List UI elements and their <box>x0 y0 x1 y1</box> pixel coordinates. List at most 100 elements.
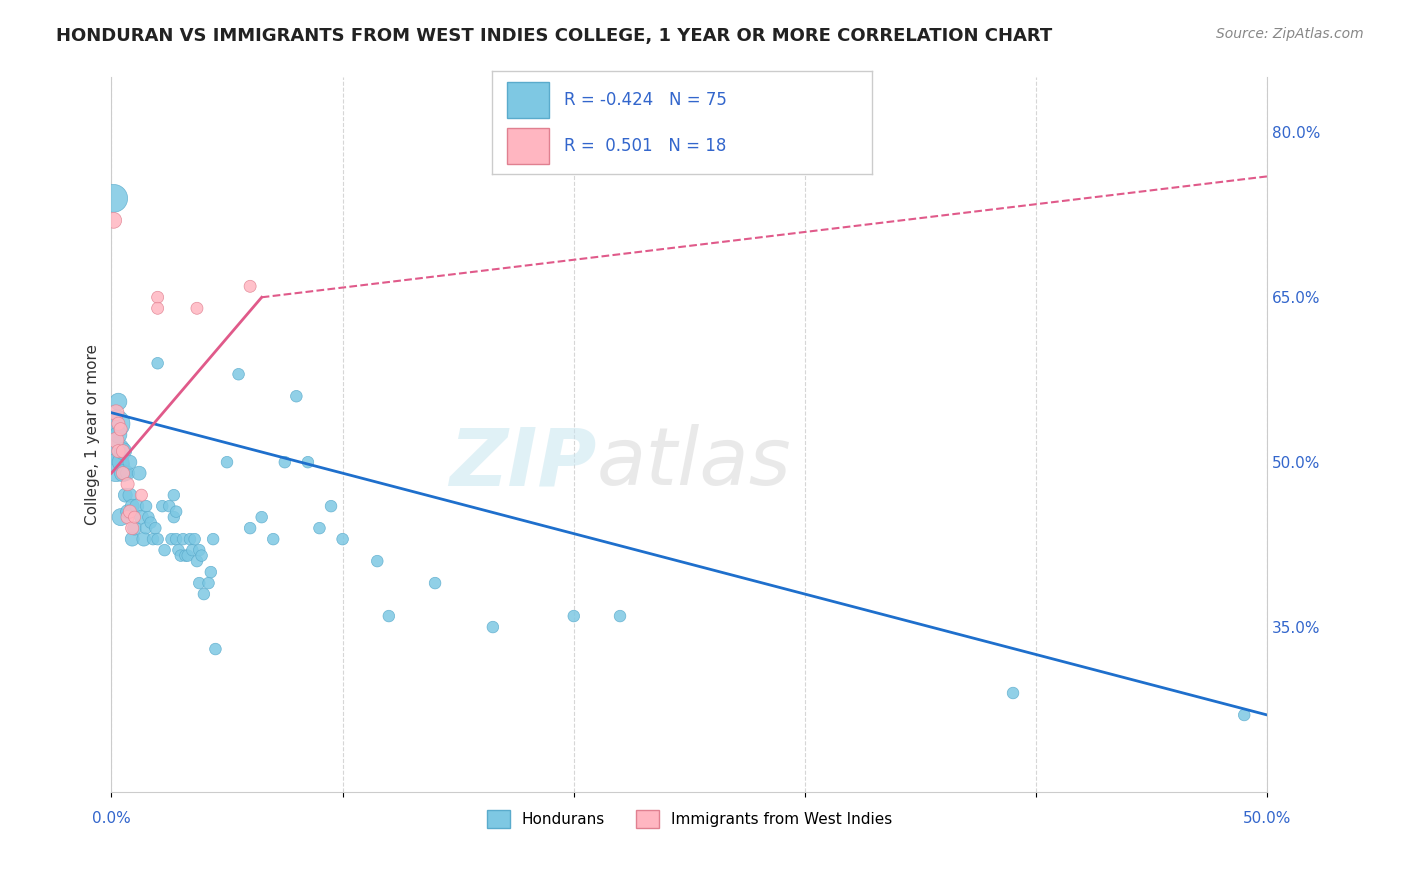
Point <box>121 532 143 546</box>
Point <box>103 191 125 205</box>
Point <box>250 510 273 524</box>
Point <box>117 505 139 519</box>
Point <box>114 466 136 480</box>
Point <box>197 576 219 591</box>
Point <box>165 532 187 546</box>
Point <box>609 609 631 624</box>
Point <box>131 488 153 502</box>
Text: HONDURAN VS IMMIGRANTS FROM WEST INDIES COLLEGE, 1 YEAR OR MORE CORRELATION CHAR: HONDURAN VS IMMIGRANTS FROM WEST INDIES … <box>56 27 1053 45</box>
Point <box>111 466 134 480</box>
Text: 0.0%: 0.0% <box>91 811 131 825</box>
Point <box>139 516 162 530</box>
Point <box>111 444 134 458</box>
Point <box>150 499 173 513</box>
Point <box>105 444 128 458</box>
Text: R = -0.424   N = 75: R = -0.424 N = 75 <box>564 91 727 109</box>
Point <box>146 356 169 370</box>
Point <box>193 587 215 601</box>
Point <box>319 499 342 513</box>
Point <box>107 394 129 409</box>
Point <box>107 427 129 442</box>
Point <box>111 444 134 458</box>
Point <box>110 510 132 524</box>
Text: R =  0.501   N = 18: R = 0.501 N = 18 <box>564 136 727 154</box>
Point <box>202 532 225 546</box>
Point <box>107 444 129 458</box>
Point <box>160 532 183 546</box>
Point <box>274 455 297 469</box>
Point <box>174 549 197 563</box>
Point <box>105 460 128 475</box>
Point <box>179 532 201 546</box>
Point <box>562 609 585 624</box>
Point <box>163 510 186 524</box>
Point <box>181 543 204 558</box>
Point <box>262 532 284 546</box>
Point <box>135 521 157 535</box>
Point <box>110 455 132 469</box>
Point <box>200 565 222 579</box>
Point <box>135 499 157 513</box>
Point <box>117 466 139 480</box>
Point <box>186 554 208 568</box>
Point <box>172 532 194 546</box>
Point <box>105 433 128 447</box>
Point <box>117 510 139 524</box>
Point <box>1233 708 1256 723</box>
Point <box>146 301 169 316</box>
Text: Source: ZipAtlas.com: Source: ZipAtlas.com <box>1216 27 1364 41</box>
Point <box>138 510 160 524</box>
FancyBboxPatch shape <box>508 82 548 118</box>
Point <box>423 576 446 591</box>
Point <box>128 466 150 480</box>
Point <box>131 510 153 524</box>
Point <box>105 406 128 420</box>
Point <box>188 543 211 558</box>
Point <box>190 549 212 563</box>
Point <box>285 389 308 403</box>
Point <box>183 532 205 546</box>
Point <box>118 455 141 469</box>
Text: ZIP: ZIP <box>450 425 598 502</box>
Point <box>142 532 165 546</box>
Text: 50.0%: 50.0% <box>1243 811 1292 825</box>
Point <box>118 505 141 519</box>
Point <box>186 301 208 316</box>
Point <box>114 488 136 502</box>
Y-axis label: College, 1 year or more: College, 1 year or more <box>86 344 100 525</box>
Point <box>105 417 128 431</box>
Point <box>366 554 388 568</box>
FancyBboxPatch shape <box>508 128 548 163</box>
Point <box>297 455 319 469</box>
Point <box>228 368 250 382</box>
Text: atlas: atlas <box>598 425 792 502</box>
Point <box>157 499 180 513</box>
Point <box>132 532 155 546</box>
Point <box>188 576 211 591</box>
Point <box>170 549 193 563</box>
Point <box>163 488 186 502</box>
Point <box>204 642 226 657</box>
Point <box>146 532 169 546</box>
Point <box>177 549 200 563</box>
Point <box>332 532 354 546</box>
Point <box>167 543 190 558</box>
Point <box>121 521 143 535</box>
Point <box>143 521 166 535</box>
Point <box>239 521 262 535</box>
Point <box>308 521 330 535</box>
Point <box>117 477 139 491</box>
Point <box>125 499 148 513</box>
Point <box>124 510 146 524</box>
Point <box>1002 686 1025 700</box>
Point <box>103 213 125 227</box>
Point <box>118 488 141 502</box>
Point <box>121 499 143 513</box>
Point <box>111 466 134 480</box>
Point <box>482 620 505 634</box>
Legend: Hondurans, Immigrants from West Indies: Hondurans, Immigrants from West Indies <box>481 804 898 834</box>
Point <box>107 417 129 431</box>
Point <box>153 543 176 558</box>
Point <box>110 422 132 436</box>
Point <box>239 279 262 293</box>
